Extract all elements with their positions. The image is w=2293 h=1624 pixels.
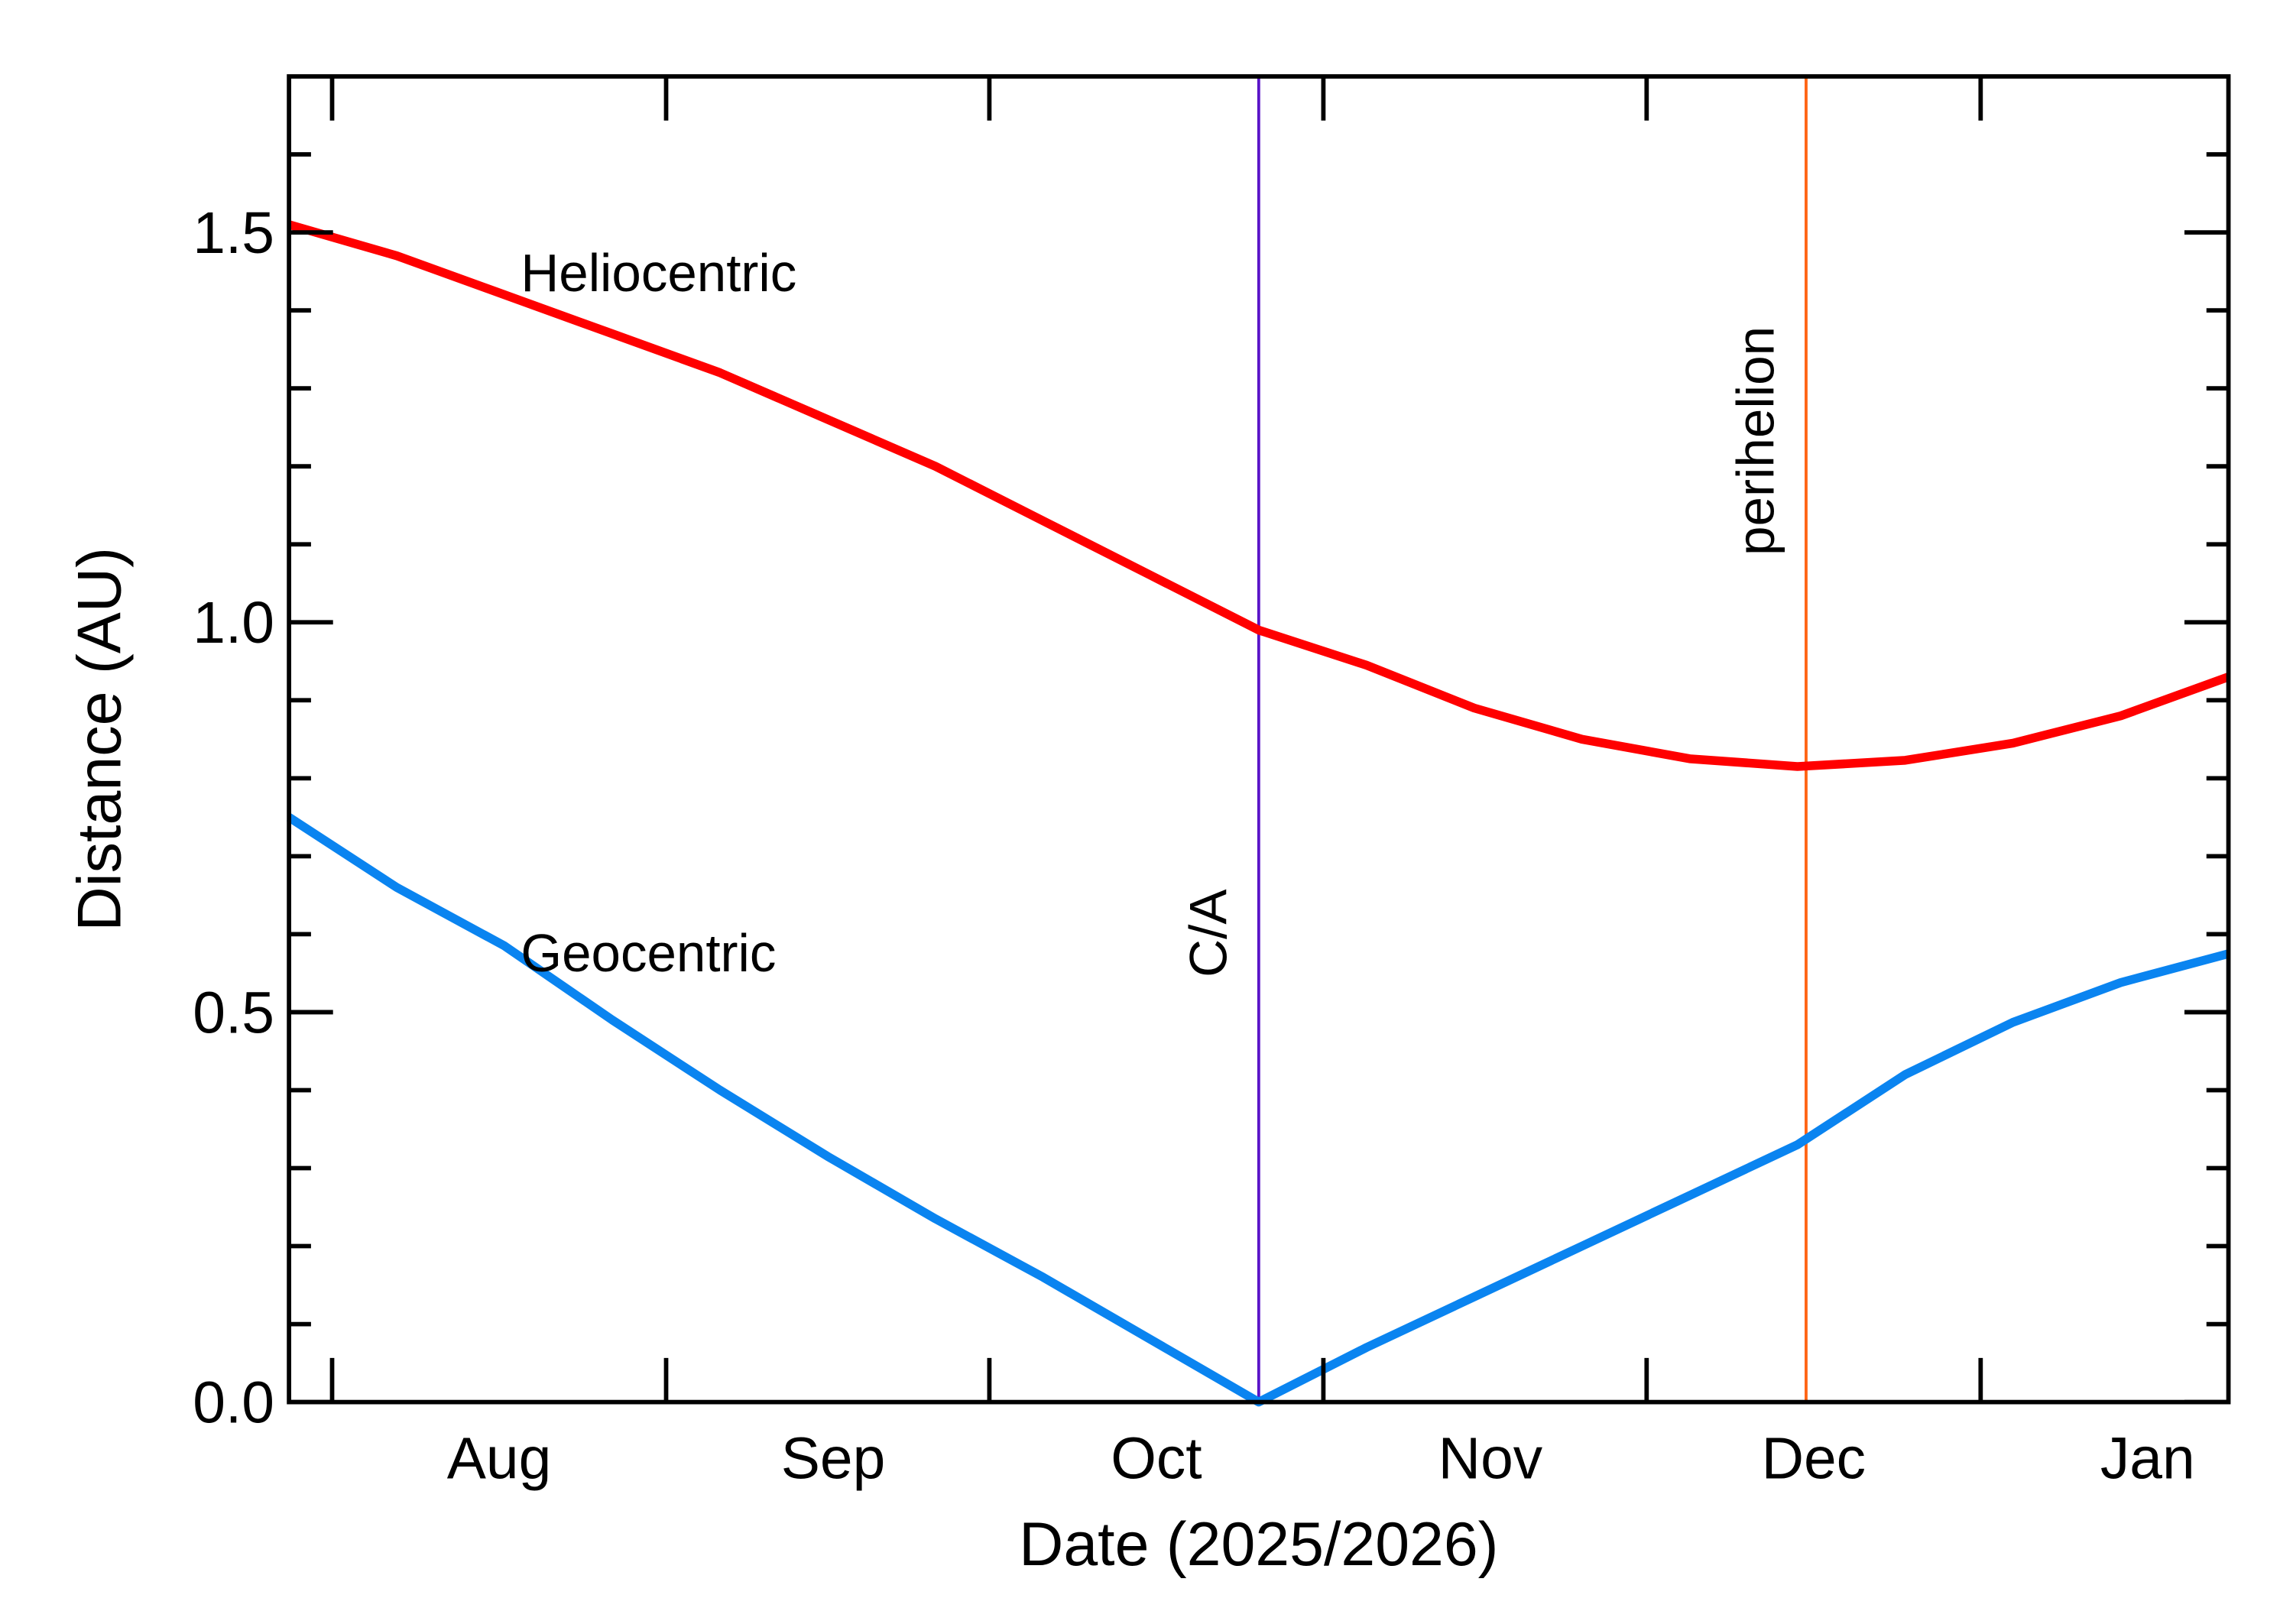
legend-label: Geocentric	[521, 923, 776, 983]
x-tick-label: Oct	[1111, 1426, 1202, 1492]
reference-label: perihelion	[1726, 326, 1785, 556]
legend-label: Heliocentric	[521, 243, 796, 303]
x-axis-label: Date (2025/2026)	[1019, 1510, 1498, 1579]
y-tick-label: 0.5	[193, 980, 274, 1045]
x-tick-label: Jan	[2100, 1426, 2195, 1492]
y-tick-label: 0.0	[193, 1370, 274, 1435]
x-tick-label: Nov	[1438, 1426, 1543, 1492]
plot-frame	[287, 74, 2231, 1405]
line-series	[287, 220, 2230, 771]
y-axis-label: Distance (AU)	[65, 547, 134, 932]
y-tick-label: 1.5	[193, 200, 274, 266]
reference-label: C/A	[1179, 889, 1238, 977]
x-tick-label: Dec	[1762, 1426, 1867, 1492]
x-tick-label: Sep	[781, 1426, 886, 1492]
y-tick-label: 1.0	[193, 590, 274, 656]
x-tick-label: Aug	[447, 1426, 552, 1492]
